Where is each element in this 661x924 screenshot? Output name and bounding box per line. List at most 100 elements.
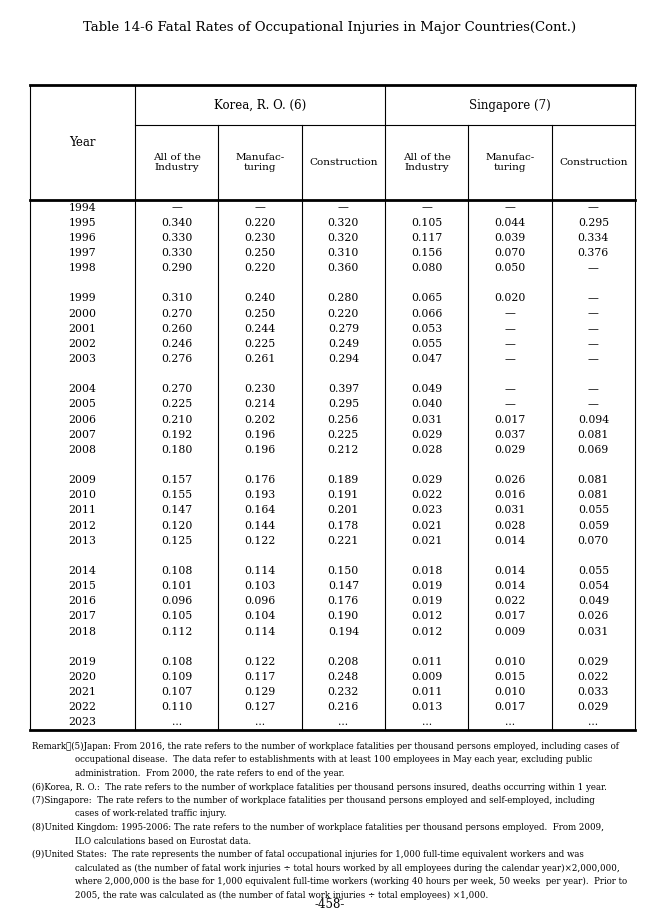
Text: 2006: 2006 — [69, 415, 97, 424]
Text: 0.225: 0.225 — [245, 339, 276, 349]
Text: 0.022: 0.022 — [494, 596, 525, 606]
Text: Korea, R. O. (6): Korea, R. O. (6) — [214, 99, 306, 112]
Text: 0.069: 0.069 — [578, 444, 609, 455]
Text: 0.020: 0.020 — [494, 294, 525, 303]
Text: 0.220: 0.220 — [245, 263, 276, 274]
Text: 1999: 1999 — [69, 294, 97, 303]
Text: 0.070: 0.070 — [494, 248, 525, 258]
Text: ...: ... — [422, 717, 432, 727]
Text: —: — — [588, 309, 599, 319]
Text: 0.031: 0.031 — [411, 415, 442, 424]
Text: 0.310: 0.310 — [328, 248, 359, 258]
Text: 0.294: 0.294 — [328, 354, 359, 364]
Text: ILO calculations based on Eurostat data.: ILO calculations based on Eurostat data. — [75, 836, 251, 845]
Text: —: — — [588, 384, 599, 395]
Text: 0.029: 0.029 — [494, 444, 525, 455]
Text: 0.244: 0.244 — [245, 323, 276, 334]
Text: 0.210: 0.210 — [161, 415, 192, 424]
Text: ...: ... — [172, 717, 182, 727]
Text: —: — — [504, 339, 516, 349]
Text: 0.021: 0.021 — [411, 520, 442, 530]
Text: 0.016: 0.016 — [494, 491, 525, 500]
Text: 0.112: 0.112 — [161, 626, 192, 637]
Text: (7)Singapore:  The rate refers to the number of workplace fatalities per thousan: (7)Singapore: The rate refers to the num… — [32, 796, 595, 805]
Text: —: — — [254, 202, 266, 213]
Text: Singapore (7): Singapore (7) — [469, 99, 551, 112]
Text: 0.012: 0.012 — [411, 612, 442, 622]
Text: Manufac-
turing: Manufac- turing — [235, 152, 285, 172]
Text: 0.117: 0.117 — [245, 672, 276, 682]
Text: administration.  From 2000, the rate refers to end of the year.: administration. From 2000, the rate refe… — [75, 769, 344, 778]
Text: Remark：(5)Japan: From 2016, the rate refers to the number of workplace fatalitie: Remark：(5)Japan: From 2016, the rate ref… — [32, 742, 619, 751]
Text: 0.029: 0.029 — [578, 702, 609, 712]
Text: 0.122: 0.122 — [245, 657, 276, 667]
Text: 0.164: 0.164 — [245, 505, 276, 516]
Text: 0.103: 0.103 — [245, 581, 276, 591]
Text: 0.144: 0.144 — [245, 520, 276, 530]
Text: 0.180: 0.180 — [161, 444, 192, 455]
Text: 0.114: 0.114 — [245, 566, 276, 576]
Text: 0.150: 0.150 — [328, 566, 359, 576]
Text: 2007: 2007 — [69, 430, 97, 440]
Text: 0.108: 0.108 — [161, 657, 192, 667]
Text: 0.196: 0.196 — [245, 444, 276, 455]
Text: ...: ... — [588, 717, 598, 727]
Text: 0.330: 0.330 — [161, 248, 192, 258]
Text: 0.015: 0.015 — [494, 672, 525, 682]
Text: 0.176: 0.176 — [245, 475, 276, 485]
Text: —: — — [588, 399, 599, 409]
Text: 0.011: 0.011 — [411, 687, 442, 697]
Text: —: — — [588, 202, 599, 213]
Text: 0.105: 0.105 — [161, 612, 192, 622]
Text: 0.022: 0.022 — [411, 491, 442, 500]
Text: Table 14-6 Fatal Rates of Occupational Injuries in Major Countries(Cont.): Table 14-6 Fatal Rates of Occupational I… — [83, 21, 576, 34]
Text: 0.212: 0.212 — [328, 444, 359, 455]
Text: —: — — [588, 323, 599, 334]
Text: (8)United Kingdom: 1995-2006: The rate refers to the number of workplace fatalit: (8)United Kingdom: 1995-2006: The rate r… — [32, 823, 604, 833]
Text: 0.044: 0.044 — [494, 218, 525, 227]
Text: 0.037: 0.037 — [494, 430, 525, 440]
Text: 0.014: 0.014 — [494, 536, 525, 546]
Text: 0.101: 0.101 — [161, 581, 192, 591]
Text: 0.155: 0.155 — [161, 491, 192, 500]
Text: 0.029: 0.029 — [411, 430, 442, 440]
Text: 2011: 2011 — [69, 505, 97, 516]
Text: 2021: 2021 — [69, 687, 97, 697]
Text: 0.320: 0.320 — [328, 218, 359, 227]
Text: 0.018: 0.018 — [411, 566, 442, 576]
Text: 0.013: 0.013 — [411, 702, 442, 712]
Text: 0.010: 0.010 — [494, 657, 525, 667]
Text: 0.109: 0.109 — [161, 672, 192, 682]
Text: (6)Korea, R. O.:  The rate refers to the number of workplace fatalities per thou: (6)Korea, R. O.: The rate refers to the … — [32, 783, 607, 792]
Text: 0.059: 0.059 — [578, 520, 609, 530]
Text: 0.225: 0.225 — [328, 430, 359, 440]
Text: 0.120: 0.120 — [161, 520, 192, 530]
Text: Construction: Construction — [309, 158, 377, 167]
Text: 0.240: 0.240 — [245, 294, 276, 303]
Text: 2001: 2001 — [69, 323, 97, 334]
Text: 0.191: 0.191 — [328, 491, 359, 500]
Text: 0.129: 0.129 — [245, 687, 276, 697]
Text: 0.202: 0.202 — [245, 415, 276, 424]
Text: 0.105: 0.105 — [411, 218, 442, 227]
Text: 2022: 2022 — [69, 702, 97, 712]
Text: 0.080: 0.080 — [411, 263, 442, 274]
Text: 0.094: 0.094 — [578, 415, 609, 424]
Text: 0.208: 0.208 — [328, 657, 359, 667]
Text: 2019: 2019 — [69, 657, 97, 667]
Text: 2014: 2014 — [69, 566, 97, 576]
Text: 0.280: 0.280 — [328, 294, 359, 303]
Text: 0.310: 0.310 — [161, 294, 192, 303]
Text: —: — — [588, 354, 599, 364]
Text: 0.029: 0.029 — [411, 475, 442, 485]
Text: 0.261: 0.261 — [245, 354, 276, 364]
Text: 0.250: 0.250 — [245, 248, 276, 258]
Text: —: — — [504, 354, 516, 364]
Text: 0.026: 0.026 — [494, 475, 525, 485]
Text: —: — — [588, 263, 599, 274]
Text: 0.055: 0.055 — [411, 339, 442, 349]
Text: —: — — [588, 294, 599, 303]
Text: 2005: 2005 — [69, 399, 97, 409]
Text: cases of work-related traffic injury.: cases of work-related traffic injury. — [75, 809, 227, 819]
Text: 0.081: 0.081 — [578, 491, 609, 500]
